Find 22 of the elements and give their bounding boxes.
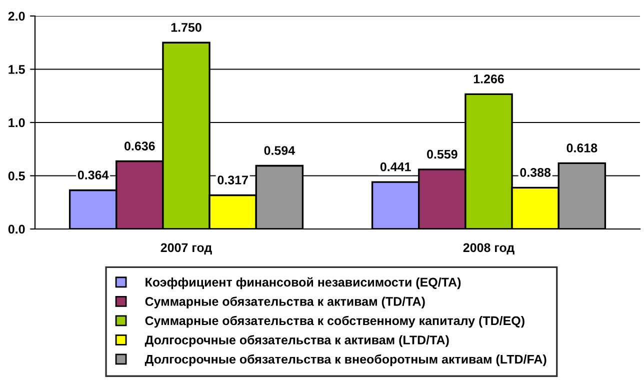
legend-label: Долгосрочные обязательства к внеоборотным активам (LTD/FA) [144, 354, 546, 366]
y-tick-label: 1.5 [8, 65, 25, 74]
data-label: 0.364 [78, 170, 109, 180]
legend-label: Коэффициент финансовой независимости (EQ/TA) [146, 277, 461, 290]
y-tick-label: 0.5 [8, 172, 25, 180]
y-tick-label: 2.0 [8, 12, 25, 21]
data-label: 0.388 [520, 168, 551, 177]
data-label: 0.636 [124, 142, 155, 150]
legend-label: Суммарные обязательства к собственному капиталу (TD/EQ) [145, 316, 524, 328]
data-label: 0.594 [264, 146, 295, 155]
legend-label: Суммарные обязательства к активам (TD/TA) [145, 296, 425, 308]
legend-label: Долгосрочные обязательства к активам (LTD/TA) [144, 335, 449, 347]
x-tick-label: 2007 год [160, 243, 212, 254]
y-tick-label: 1.0 [8, 118, 25, 128]
data-label: 0.559 [427, 150, 458, 159]
data-label: 0.618 [566, 144, 598, 152]
data-label: 0.317 [218, 176, 248, 184]
y-tick-label: 0.0 [8, 224, 25, 234]
x-tick-label: 2008 год [463, 243, 514, 254]
data-label: 1.750 [171, 22, 202, 32]
data-label: 0.441 [380, 162, 411, 172]
data-label: 1.266 [474, 74, 504, 84]
